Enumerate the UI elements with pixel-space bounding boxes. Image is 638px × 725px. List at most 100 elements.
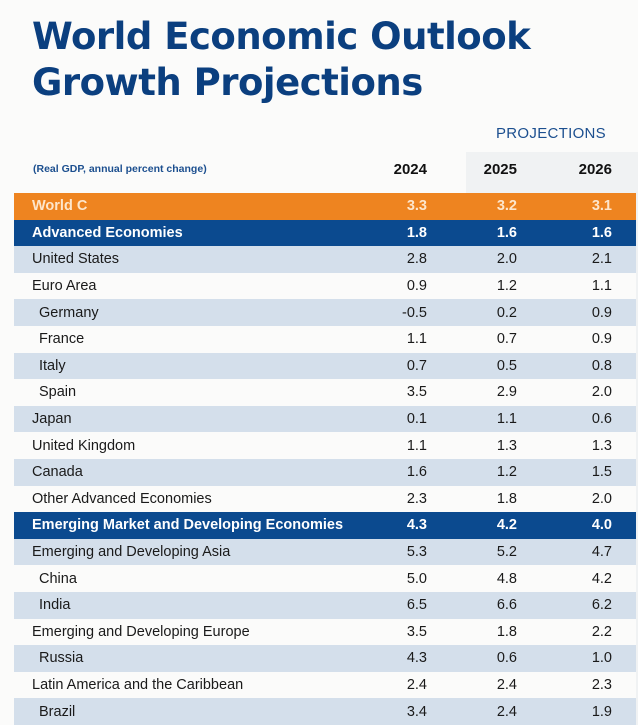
value-2024: 2.3 <box>406 490 427 507</box>
table-row: India 6.5 6.6 6.2 <box>14 591 636 619</box>
value-2025: 1.2 <box>496 278 517 295</box>
value-2024: -0.5 <box>402 304 427 321</box>
value-2025: 1.8 <box>496 490 517 507</box>
value-2026: 0.6 <box>591 411 612 428</box>
row-label: Canada <box>32 464 83 481</box>
row-label: United States <box>32 251 120 268</box>
value-2024: 1.8 <box>406 224 427 241</box>
table-row: United States 2.8 2.0 2.1 <box>14 246 636 273</box>
table-row: Italy 0.7 0.5 0.8 <box>14 352 636 380</box>
table-row: China 5.0 4.8 4.2 <box>14 565 636 592</box>
value-2025: 2.4 <box>496 703 517 720</box>
value-2025: 4.2 <box>496 517 517 534</box>
table-row: Other Advanced Economies 2.3 1.8 2.0 <box>14 485 636 513</box>
value-2025: 2.4 <box>496 676 517 693</box>
unit-label: (Real GDP, annual percent change) <box>33 163 207 175</box>
value-2024: 1.1 <box>406 437 427 454</box>
value-2026: 0.9 <box>591 304 612 321</box>
value-2025: 4.8 <box>496 570 517 587</box>
row-label: Japan <box>32 411 72 428</box>
value-2024: 0.9 <box>406 278 427 295</box>
value-2025: 2.0 <box>496 251 517 268</box>
value-2024: 0.1 <box>406 411 427 428</box>
value-2024: 2.4 <box>406 676 427 693</box>
row-label: Emerging and Developing Europe <box>32 623 250 640</box>
table-row: Canada 1.6 1.2 1.5 <box>14 458 636 486</box>
value-2026: 1.3 <box>591 437 612 454</box>
title-line-2: Growth Projections <box>32 61 423 104</box>
year-header-2024: 2024 <box>393 161 427 178</box>
value-2025: 1.3 <box>496 437 517 454</box>
row-label: Italy <box>39 357 66 374</box>
row-label: France <box>39 331 85 348</box>
value-2024: 4.3 <box>406 517 427 534</box>
value-2024: 5.3 <box>406 544 427 561</box>
value-2026: 1.6 <box>591 224 612 241</box>
table-row: World C 3.3 3.2 3.1 <box>14 193 636 220</box>
value-2024: 3.4 <box>406 703 427 720</box>
value-2025: 0.6 <box>496 650 517 667</box>
table-row: Emerging and Developing Asia 5.3 5.2 4.7 <box>14 538 636 566</box>
table-row: Russia 4.3 0.6 1.0 <box>14 645 636 672</box>
year-header-2026: 2026 <box>578 161 612 178</box>
value-2026: 6.2 <box>591 597 612 614</box>
value-2025: 0.7 <box>496 331 517 348</box>
value-2026: 3.1 <box>591 198 612 215</box>
value-2025: 2.9 <box>496 384 517 401</box>
value-2024: 3.5 <box>406 623 427 640</box>
value-2026: 2.1 <box>591 251 612 268</box>
value-2026: 2.0 <box>591 490 612 507</box>
row-label: Euro Area <box>32 278 97 295</box>
row-label: Russia <box>39 650 84 667</box>
value-2025: 0.5 <box>496 357 517 374</box>
growth-table: World C 3.3 3.2 3.1 Advanced Economies 1.8 1.6… <box>14 193 636 725</box>
value-2026: 2.0 <box>591 384 612 401</box>
row-label: World C <box>32 198 88 215</box>
row-label: Latin America and the Caribbean <box>32 676 244 693</box>
year-header-2025: 2025 <box>483 161 517 178</box>
value-2026: 2.3 <box>591 676 612 693</box>
row-label: China <box>39 570 77 587</box>
value-2024: 1.1 <box>406 331 427 348</box>
value-2024: 3.5 <box>406 384 427 401</box>
projections-label: PROJECTIONS <box>496 125 606 142</box>
row-label: Emerging and Developing Asia <box>32 544 231 561</box>
value-2025: 5.2 <box>496 544 517 561</box>
value-2026: 1.1 <box>591 278 612 295</box>
value-2024: 2.8 <box>406 251 427 268</box>
value-2025: 1.8 <box>496 623 517 640</box>
row-label: United Kingdom <box>32 437 136 454</box>
value-2026: 0.8 <box>591 357 612 374</box>
value-2026: 1.0 <box>591 650 612 667</box>
table-row: Germany -0.5 0.2 0.9 <box>14 299 636 326</box>
row-label: India <box>39 597 71 614</box>
row-label: Other Advanced Economies <box>32 490 212 507</box>
value-2024: 5.0 <box>406 570 427 587</box>
table-row: Latin America and the Caribbean 2.4 2.4 2.3 <box>14 671 636 699</box>
table-row: Spain 3.5 2.9 2.0 <box>14 379 636 406</box>
row-label: Advanced Economies <box>32 224 183 241</box>
value-2024: 1.6 <box>406 464 427 481</box>
value-2026: 2.2 <box>591 623 612 640</box>
value-2025: 0.2 <box>496 304 517 321</box>
value-2026: 4.7 <box>591 544 612 561</box>
value-2025: 1.2 <box>496 464 517 481</box>
row-label: Emerging Market and Developing Economies <box>32 517 344 534</box>
value-2025: 3.2 <box>496 198 517 215</box>
value-2025: 1.1 <box>496 411 517 428</box>
value-2024: 6.5 <box>406 597 427 614</box>
table-row: Advanced Economies 1.8 1.6 1.6 <box>14 219 636 247</box>
value-2026: 4.0 <box>591 517 612 534</box>
value-2026: 1.9 <box>591 703 612 720</box>
table-row: Emerging and Developing Europe 3.5 1.8 2.2 <box>14 618 636 646</box>
value-2026: 0.9 <box>591 331 612 348</box>
value-2024: 0.7 <box>406 357 427 374</box>
value-2026: 4.2 <box>591 570 612 587</box>
value-2026: 1.5 <box>591 464 612 481</box>
table-row: France 1.1 0.7 0.9 <box>14 325 636 353</box>
value-2025: 1.6 <box>496 224 517 241</box>
title-line-1: World Economic Outlook <box>32 15 531 58</box>
table-row: Emerging Market and Developing Economies… <box>14 512 636 539</box>
row-label: Spain <box>39 384 77 401</box>
row-label: Brazil <box>39 703 76 720</box>
